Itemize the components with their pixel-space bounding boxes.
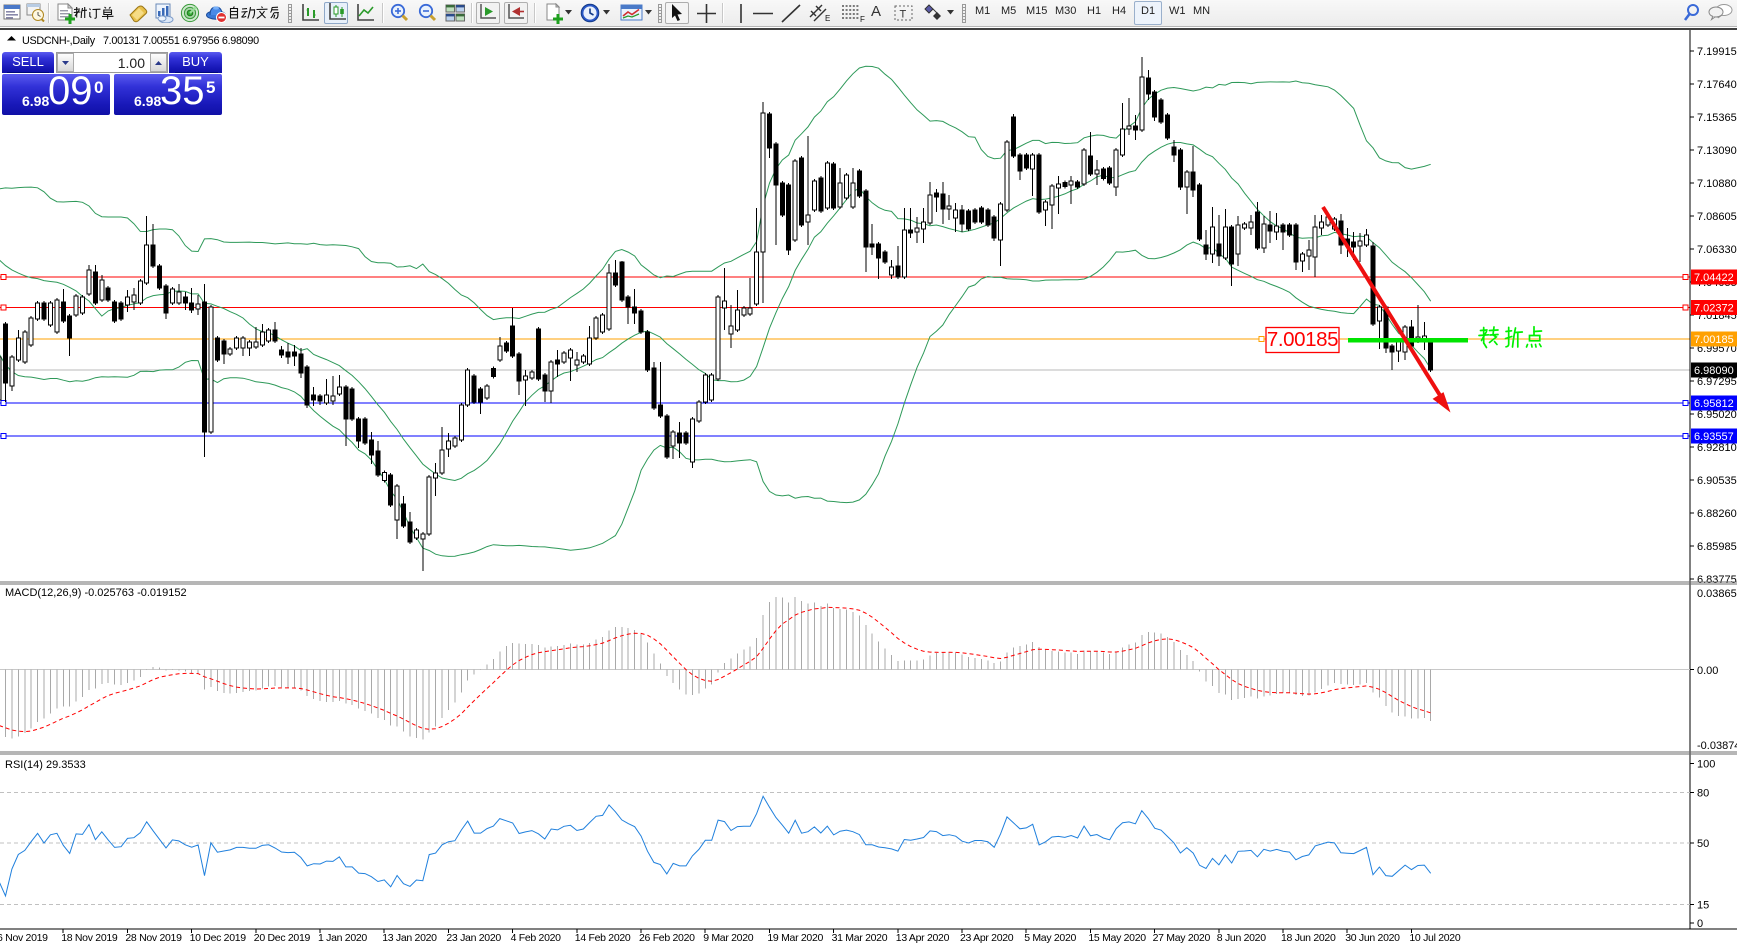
svg-text:18 Nov 2019: 18 Nov 2019 — [61, 932, 118, 944]
svg-text:USDCNH-,Daily 7.00131 7.0055: USDCNH-,Daily 7.00131 7.00551 6.97956 6.… — [22, 35, 259, 47]
svg-text:0.038653: 0.038653 — [1697, 588, 1737, 600]
svg-text:1 Jan 2020: 1 Jan 2020 — [318, 932, 367, 944]
svg-text:6.93557: 6.93557 — [1694, 431, 1734, 443]
svg-text:7.00185: 7.00185 — [1267, 328, 1338, 351]
svg-text:F: F — [860, 15, 865, 24]
svg-text:6.85985: 6.85985 — [1697, 541, 1737, 553]
svg-text:5 May 2020: 5 May 2020 — [1024, 932, 1076, 944]
svg-text:8 Jun 2020: 8 Jun 2020 — [1217, 932, 1266, 944]
svg-text:23 Apr 2020: 23 Apr 2020 — [960, 932, 1014, 944]
svg-text:31 Mar 2020: 31 Mar 2020 — [832, 932, 888, 944]
svg-text:6.98090: 6.98090 — [1694, 365, 1734, 377]
svg-text:MACD(12,26,9) -0.025763 -0.019: MACD(12,26,9) -0.025763 -0.019152 — [5, 587, 187, 599]
svg-text:15 May 2020: 15 May 2020 — [1088, 932, 1146, 944]
svg-text:6.83775: 6.83775 — [1697, 574, 1737, 586]
svg-text:6.97295: 6.97295 — [1697, 376, 1737, 388]
svg-text:23 Jan 2020: 23 Jan 2020 — [446, 932, 501, 944]
svg-text:7.10880: 7.10880 — [1697, 178, 1737, 190]
svg-text:7.17640: 7.17640 — [1697, 79, 1737, 91]
svg-text:7.15365: 7.15365 — [1697, 112, 1737, 124]
svg-text:10 Jul 2020: 10 Jul 2020 — [1409, 932, 1460, 944]
svg-text:28 Nov 2019: 28 Nov 2019 — [125, 932, 182, 944]
svg-text:13 Jan 2020: 13 Jan 2020 — [382, 932, 437, 944]
svg-text:-0.038745: -0.038745 — [1697, 740, 1737, 752]
svg-text:80: 80 — [1697, 788, 1709, 800]
svg-text:6 Nov 2019: 6 Nov 2019 — [0, 932, 48, 944]
svg-text:7.06330: 7.06330 — [1697, 244, 1737, 256]
svg-text:10 Dec 2019: 10 Dec 2019 — [190, 932, 247, 944]
svg-text:RSI(14) 29.3533: RSI(14) 29.3533 — [5, 759, 86, 771]
svg-text:7.02372: 7.02372 — [1694, 303, 1734, 315]
svg-text:0.00: 0.00 — [1697, 665, 1718, 677]
svg-text:15: 15 — [1697, 900, 1709, 912]
svg-text:7.08605: 7.08605 — [1697, 211, 1737, 223]
svg-text:19 Mar 2020: 19 Mar 2020 — [767, 932, 823, 944]
svg-text:14 Feb 2020: 14 Feb 2020 — [575, 932, 631, 944]
svg-text:18 Jun 2020: 18 Jun 2020 — [1281, 932, 1336, 944]
svg-text:6.92810: 6.92810 — [1697, 442, 1737, 454]
svg-text:6.95020: 6.95020 — [1697, 409, 1737, 421]
svg-text:100: 100 — [1697, 759, 1715, 771]
svg-text:7.00185: 7.00185 — [1694, 334, 1734, 346]
svg-text:T: T — [900, 9, 907, 21]
svg-text:9 Mar 2020: 9 Mar 2020 — [703, 932, 754, 944]
svg-text:7.19915: 7.19915 — [1697, 46, 1737, 58]
svg-text:26 Feb 2020: 26 Feb 2020 — [639, 932, 695, 944]
svg-text:50: 50 — [1697, 838, 1709, 850]
svg-text:6.95812: 6.95812 — [1694, 398, 1734, 410]
svg-text:6.88260: 6.88260 — [1697, 508, 1737, 520]
svg-text:E: E — [825, 14, 830, 23]
svg-text:4 Feb 2020: 4 Feb 2020 — [511, 932, 562, 944]
svg-text:20 Dec 2019: 20 Dec 2019 — [254, 932, 311, 944]
svg-text:7.13090: 7.13090 — [1697, 145, 1737, 157]
svg-text:7.04422: 7.04422 — [1694, 272, 1734, 284]
svg-text:30 Jun 2020: 30 Jun 2020 — [1345, 932, 1400, 944]
svg-text:27 May 2020: 27 May 2020 — [1153, 932, 1211, 944]
svg-text:0: 0 — [1697, 918, 1703, 930]
svg-text:13 Apr 2020: 13 Apr 2020 — [896, 932, 950, 944]
svg-text:6.90535: 6.90535 — [1697, 475, 1737, 487]
